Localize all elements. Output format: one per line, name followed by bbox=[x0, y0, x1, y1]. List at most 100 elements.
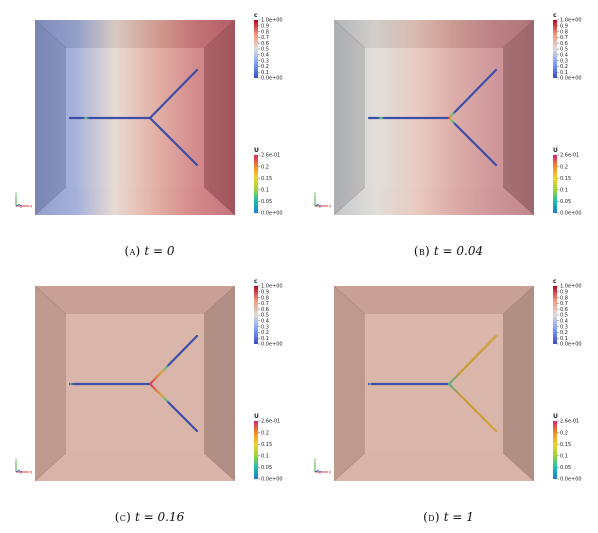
svg-text:c: c bbox=[553, 278, 557, 285]
colorbar-tick: 0.7 bbox=[261, 35, 269, 41]
colorbar-tick: 0.15 bbox=[560, 442, 571, 448]
colorbar-tick: 0.3 bbox=[261, 324, 269, 330]
caption-label: (a) bbox=[124, 244, 141, 258]
colorbar-tick: 0.15 bbox=[261, 442, 272, 448]
svg-text:x: x bbox=[329, 470, 332, 475]
colorbar-tick: 0.05 bbox=[261, 199, 272, 205]
colorbar-c: c1.0e+000.90.80.70.60.50.40.30.20.10.0e+… bbox=[254, 278, 283, 348]
network-branch bbox=[447, 382, 498, 433]
colorbar-tick: 0.05 bbox=[560, 465, 571, 471]
colorbar-tick: 0.2 bbox=[560, 430, 568, 436]
caption-equation: t = 0.16 bbox=[134, 510, 185, 524]
svg-text:U: U bbox=[254, 413, 259, 420]
svg-text:y: y bbox=[15, 457, 18, 462]
svg-text:U: U bbox=[553, 147, 558, 154]
colorbar-u: U2.6e-01 0.2 0.15 0.1 0.05 0.0e+00 bbox=[254, 147, 283, 217]
network-branch bbox=[148, 116, 199, 167]
colorbar-tick: 0.4 bbox=[560, 53, 568, 59]
network bbox=[367, 68, 498, 167]
colorbar-tick: 0.2 bbox=[560, 330, 568, 336]
colorbar-tick: 0.0e+00 bbox=[560, 76, 582, 82]
network-branch bbox=[148, 382, 199, 433]
colorbar-tick: 2.6e-01 bbox=[560, 419, 579, 425]
colorbar-tick: 0.7 bbox=[261, 301, 269, 307]
colorbar-tick: 0.7 bbox=[560, 35, 568, 41]
colorbar-tick: 0.15 bbox=[560, 176, 571, 182]
network-branch bbox=[148, 68, 199, 120]
colorbar-tick: 0.5 bbox=[560, 313, 568, 319]
caption-equation: t = 0.04 bbox=[433, 244, 484, 258]
colorbar-tick: 2.6e-01 bbox=[261, 419, 280, 425]
svg-text:z: z bbox=[319, 470, 321, 475]
svg-text:z: z bbox=[319, 204, 321, 209]
colorbar-tick: 0.8 bbox=[261, 29, 269, 35]
colorbar-tick: 0.2 bbox=[261, 430, 269, 436]
svg-text:y: y bbox=[314, 191, 317, 196]
svg-text:c: c bbox=[254, 278, 258, 285]
colorbar-tick: 0.1 bbox=[560, 336, 568, 342]
colorbar-tick: 0.1 bbox=[261, 70, 269, 76]
caption-label: (b) bbox=[413, 244, 431, 258]
colorbar-tick: 0.4 bbox=[560, 319, 568, 325]
colorbar-tick: 0.5 bbox=[560, 47, 568, 53]
colorbar-tick: 0.9 bbox=[261, 24, 269, 30]
svg-text:z: z bbox=[20, 204, 22, 209]
colorbar-tick: 1.0e+00 bbox=[560, 284, 582, 290]
colorbar-tick: 0.0e+00 bbox=[261, 342, 283, 348]
caption-equation: t = 1 bbox=[443, 510, 474, 524]
simulation-render-b: x y z c1.0e+000.90.80.70.60.50.40.30.20.10.… bbox=[314, 12, 582, 217]
colorbar-tick: 0.0e+00 bbox=[261, 211, 283, 217]
simulation-render-a: xyzc1.0e+000.90.80.70.60.50.40.30.20.10.… bbox=[15, 12, 283, 217]
colorbar-tick: 0.05 bbox=[560, 199, 571, 205]
svg-text:x: x bbox=[30, 204, 33, 209]
colorbar-tick: 0.7 bbox=[560, 301, 568, 307]
colorbar-tick: 0.4 bbox=[261, 319, 269, 325]
colorbar-tick: 2.6e-01 bbox=[261, 153, 280, 159]
colorbar-tick: 0.0e+00 bbox=[560, 211, 582, 217]
caption-label: (d) bbox=[423, 510, 440, 524]
colorbar-tick: 2.6e-01 bbox=[560, 153, 579, 159]
colorbar-tick: 1.0e+00 bbox=[261, 284, 283, 290]
colorbar-tick: 0.1 bbox=[560, 188, 568, 194]
simulation-render-d: xyzc1.0e+000.90.80.70.60.50.40.30.20.10.… bbox=[314, 278, 582, 483]
colorbar-tick: 0.5 bbox=[261, 313, 269, 319]
caption-c: (c) t = 0.16 bbox=[0, 510, 299, 524]
panel-d: x y z c 1.0e+00 0.9 0.8 0.7 0.6 0.5 0.4 0.3 0.2 0.1 0.… bbox=[299, 266, 598, 532]
colorbar-u: U2.6e-01 0.2 0.15 0.1 0.05 0.0e+00 bbox=[553, 413, 582, 483]
svg-text:U: U bbox=[254, 147, 259, 154]
colorbar-tick: 0.4 bbox=[261, 53, 269, 59]
axes-triad: x y z bbox=[314, 191, 332, 209]
panel-c: x y z c 1.0e+00 0.9 0.8 0.7 0.6 0.5 0.4 0.3 0.2 0.1 0.… bbox=[0, 266, 299, 532]
caption-label: (c) bbox=[114, 510, 132, 524]
network-branch bbox=[447, 334, 498, 386]
axes-triad: x y z bbox=[15, 457, 33, 475]
network bbox=[68, 68, 199, 167]
colorbar-tick: 0.8 bbox=[560, 29, 568, 35]
caption-a: (a) t = 0 bbox=[0, 244, 299, 258]
colorbar-tick: 0.15 bbox=[261, 176, 272, 182]
colorbar-tick: 0.6 bbox=[261, 41, 269, 47]
colorbar-tick: 0.2 bbox=[560, 64, 568, 70]
axes-triad: x y z bbox=[15, 191, 33, 209]
svg-text:U: U bbox=[553, 413, 558, 420]
axes-triad: x y z bbox=[314, 457, 332, 475]
svg-text:y: y bbox=[314, 457, 317, 462]
panel-b: x y z c 1.0e+00 0.9 0.8 0.7 0.6 0.5 0.4 0.3 0.2 0.1 0.… bbox=[299, 0, 598, 266]
colorbar-tick: 0.1 bbox=[261, 188, 269, 194]
caption-equation: t = 0 bbox=[144, 244, 175, 258]
colorbar-u: U2.6e-01 0.2 0.15 0.1 0.05 0.0e+00 bbox=[254, 413, 283, 483]
colorbar-c: c1.0e+000.90.80.70.60.50.40.30.20.10.0e+… bbox=[553, 12, 582, 82]
colorbar-tick: 0.9 bbox=[261, 290, 269, 296]
colorbar-tick: 0.05 bbox=[261, 465, 272, 471]
colorbar-tick: 0.1 bbox=[261, 336, 269, 342]
colorbar-tick: 0.2 bbox=[261, 164, 269, 170]
colorbar-u: U2.6e-01 0.2 0.15 0.1 0.05 0.0e+00 bbox=[553, 147, 582, 217]
colorbar-tick: 0.6 bbox=[261, 307, 269, 313]
svg-text:x: x bbox=[329, 204, 332, 209]
colorbar-tick: 0.0e+00 bbox=[261, 477, 283, 483]
svg-text:z: z bbox=[20, 470, 22, 475]
panel-a: x y z c 1.0e+00 0.9 0.8 0.7 0.6 0.5 0.4 0.3 0.2 0.1 0.… bbox=[0, 0, 299, 266]
colorbar-tick: 0.6 bbox=[560, 307, 568, 313]
caption-d: (d) t = 1 bbox=[299, 510, 598, 524]
colorbar-tick: 0.0e+00 bbox=[261, 76, 283, 82]
